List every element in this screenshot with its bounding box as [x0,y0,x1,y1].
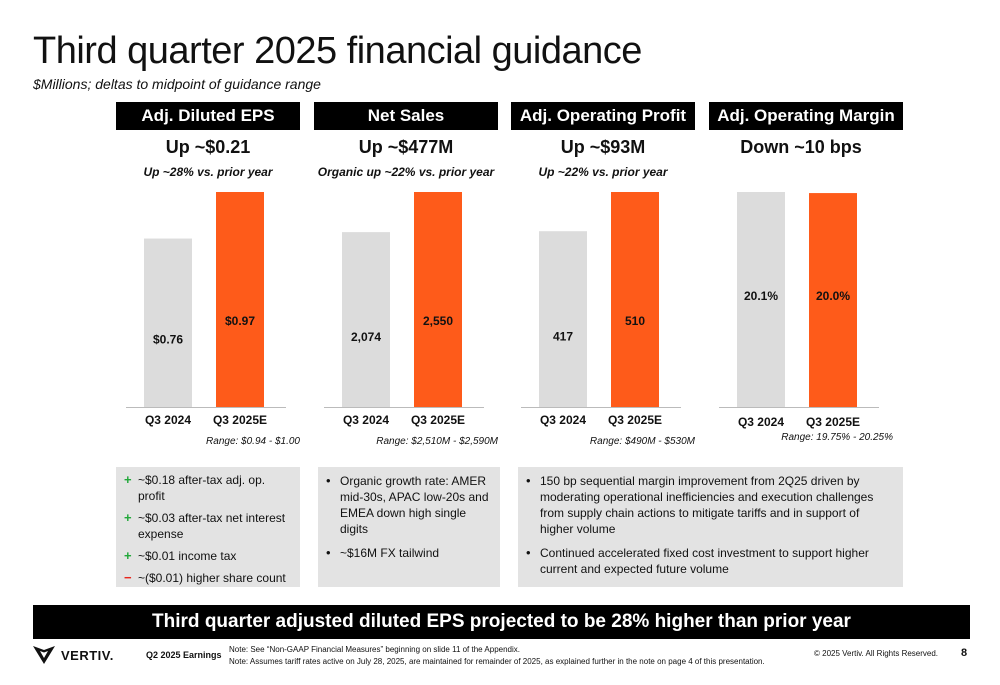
bar-value-label: $0.76 [153,333,183,347]
panel-delta: Up ~$477M [358,137,454,157]
bar-q3-2025e [216,192,264,407]
panel-delta: Up ~$0.21 [165,137,251,157]
panel-subtitle: Up ~22% vs. prior year [538,165,668,179]
bullet-icon: • [326,473,331,488]
bar-value-label: 2,550 [423,314,453,328]
panel-delta: Up ~$93M [560,137,646,157]
bar-value-label: 510 [625,314,645,328]
vertiv-logo-icon [33,646,55,664]
bar-q3-2024 [539,231,587,407]
list-item: + ~$0.18 after-tax adj. op. profit [124,472,292,504]
list-item: − ~($0.01) higher share count [124,570,292,586]
operating-profit-bar-chart: 417 Q3 2024 510 Q3 2025E [521,192,681,427]
footer-notes: Note: See “Non-GAAP Financial Measures” … [229,644,765,668]
panel-delta: Down ~10 bps [740,137,862,157]
vertiv-logo: VERTIV. [33,646,114,664]
margin-notes-box: • 150 bp sequential margin improvement fr… [518,467,903,587]
bar-q3-2024 [737,192,785,407]
panel-header: Adj. Diluted EPS [116,102,300,130]
plus-icon: + [124,510,132,525]
bar-q3-2025e [611,192,659,407]
panel-operating-profit: Adj. Operating Profit Up ~$93M Up ~22% v… [511,102,695,457]
x-tick-label: Q3 2024 [145,413,191,427]
bar-value-label: 20.0% [816,289,850,303]
sales-notes-list: • Organic growth rate: AMER mid-30s, APAC… [326,473,492,561]
bar-q3-2025e [809,193,857,407]
bar-value-label: 417 [553,330,573,344]
range-label: Range: $0.94 - $1.00 [206,436,300,447]
panel-subtitle: Up ~28% vs. prior year [143,165,273,179]
page-title: Third quarter 2025 financial guidance [33,30,642,72]
bullet-icon: • [326,545,331,560]
x-tick-label: Q3 2024 [738,415,784,429]
list-item-text: Organic growth rate: AMER mid-30s, APAC … [340,474,489,536]
sales-notes-box: • Organic growth rate: AMER mid-30s, APAC… [318,467,500,587]
list-item-text: ~$16M FX tailwind [340,546,440,560]
bar-q3-2024 [342,232,390,407]
footer-note: Note: Assumes tariff rates active on Jul… [229,657,765,666]
eps-drivers-box: + ~$0.18 after-tax adj. op. profit + ~$0.03… [116,467,300,587]
page-number: 8 [961,647,968,659]
panel-header: Adj. Operating Profit [511,102,695,130]
panel-net-sales: Net Sales Up ~$477M Organic up ~22% vs. … [314,102,498,457]
bullet-icon: • [526,545,531,560]
panel-operating-margin: Adj. Operating Margin Down ~10 bps 20.1%… [709,102,903,457]
list-item: • 150 bp sequential margin improvement fr… [526,473,895,537]
range-label: Range: $490M - $530M [589,436,695,447]
x-tick-label: Q3 2025E [806,415,860,429]
bullet-icon: • [526,473,531,488]
x-tick-label: Q3 2024 [540,413,586,427]
bar-value-label: 20.1% [744,289,778,303]
plus-icon: + [124,472,132,487]
bar-q3-2024 [144,238,192,407]
minus-icon: − [124,570,132,585]
list-item-text: ~$0.18 after-tax adj. op. profit [138,473,266,503]
list-item: + ~$0.01 income tax [124,548,292,564]
list-item: • Organic growth rate: AMER mid-30s, APAC… [326,473,492,537]
footer-earnings-label: Q2 2025 Earnings [146,650,222,660]
net-sales-bar-chart: 2,074 Q3 2024 2,550 Q3 2025E [324,192,484,427]
summary-banner: Third quarter adjusted diluted EPS proje… [33,605,970,639]
footer-note: Note: See “Non-GAAP Financial Measures” … [229,645,520,654]
panel-subtitle: Organic up ~22% vs. prior year [317,165,495,179]
list-item-text: 150 bp sequential margin improvement fro… [540,474,874,536]
eps-drivers-list: + ~$0.18 after-tax adj. op. profit + ~$0.03… [124,472,292,586]
panel-eps: Adj. Diluted EPS Up ~$0.21 Up ~28% vs. p… [116,102,300,457]
list-item: • Continued accelerated fixed cost invest… [526,545,895,577]
bar-value-label: $0.97 [225,314,255,328]
panel-header: Net Sales [314,102,498,130]
page-subtitle: $Millions; deltas to midpoint of guidanc… [33,76,321,92]
logo-text: VERTIV. [61,647,114,663]
x-tick-label: Q3 2025E [411,413,465,427]
list-item: • ~$16M FX tailwind [326,545,492,561]
list-item: + ~$0.03 after-tax net interest expense [124,510,292,542]
margin-notes-list: • 150 bp sequential margin improvement fr… [526,473,895,577]
operating-margin-bar-chart: 20.1% Q3 2024 20.0% Q3 2025E [719,192,879,429]
panel-header: Adj. Operating Margin [709,102,903,130]
x-tick-label: Q3 2025E [213,413,267,427]
list-item-text: ~($0.01) higher share count [138,571,286,585]
list-item-text: ~$0.01 income tax [138,549,237,563]
bar-value-label: 2,074 [351,330,381,344]
x-tick-label: Q3 2024 [343,413,389,427]
range-label: Range: $2,510M - $2,590M [376,436,498,447]
list-item-text: ~$0.03 after-tax net interest expense [138,511,286,541]
footer: VERTIV. Q2 2025 Earnings Note: See “Non-… [0,642,1000,682]
footer-copyright: © 2025 Vertiv. All Rights Reserved. [814,649,939,658]
bar-q3-2025e [414,192,462,407]
plus-icon: + [124,548,132,563]
range-label: Range: 19.75% - 20.25% [781,432,893,443]
eps-bar-chart: $0.76 Q3 2024 $0.97 Q3 2025E [126,192,286,427]
list-item-text: Continued accelerated fixed cost investm… [540,546,869,576]
x-tick-label: Q3 2025E [608,413,662,427]
